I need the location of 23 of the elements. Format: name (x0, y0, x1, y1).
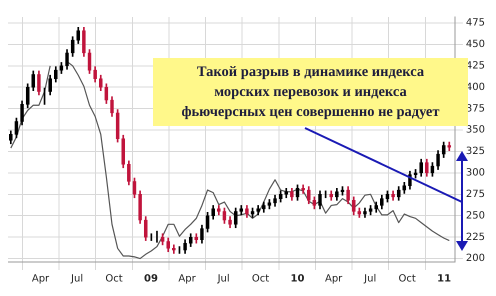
x-tick-label: 11 (437, 274, 452, 285)
x-tick-label: Oct (398, 274, 416, 285)
x-tick-label: Apr (178, 274, 197, 285)
x-tick-label: Oct (252, 274, 270, 285)
y-tick-label: 475 (466, 18, 486, 29)
y-tick-label: 350 (466, 124, 486, 136)
y-tick-label: 200 (466, 253, 486, 264)
x-tick-label: Apr (324, 274, 344, 285)
x-tick-label: Apr (32, 274, 50, 285)
note-box: Такой разрыв в динамике индекса морских перевозок и индекса фьючерсных цен совершенно не радует (153, 58, 468, 126)
x-tick-label: Jul (216, 274, 230, 285)
y-tick-label: 225 (466, 232, 486, 243)
x-tick-label: 10 (290, 274, 305, 285)
y-tick-label: 250 (466, 210, 486, 222)
x-tick-label: Jul (363, 274, 376, 285)
x-tick-label: Oct (105, 274, 123, 285)
x-tick-label: Jul (70, 274, 84, 285)
x-tick-label: 09 (144, 274, 158, 285)
y-tick-label: 450 (466, 39, 486, 50)
annotation: Такой разрыв в динамике индекса морских перевозок и индекса фьючерсных цен совершенно не радует (181, 63, 440, 122)
y-tick-label: 275 (466, 188, 486, 200)
y-tick-label: 325 (466, 146, 486, 158)
y-tick-label: 300 (466, 168, 486, 179)
